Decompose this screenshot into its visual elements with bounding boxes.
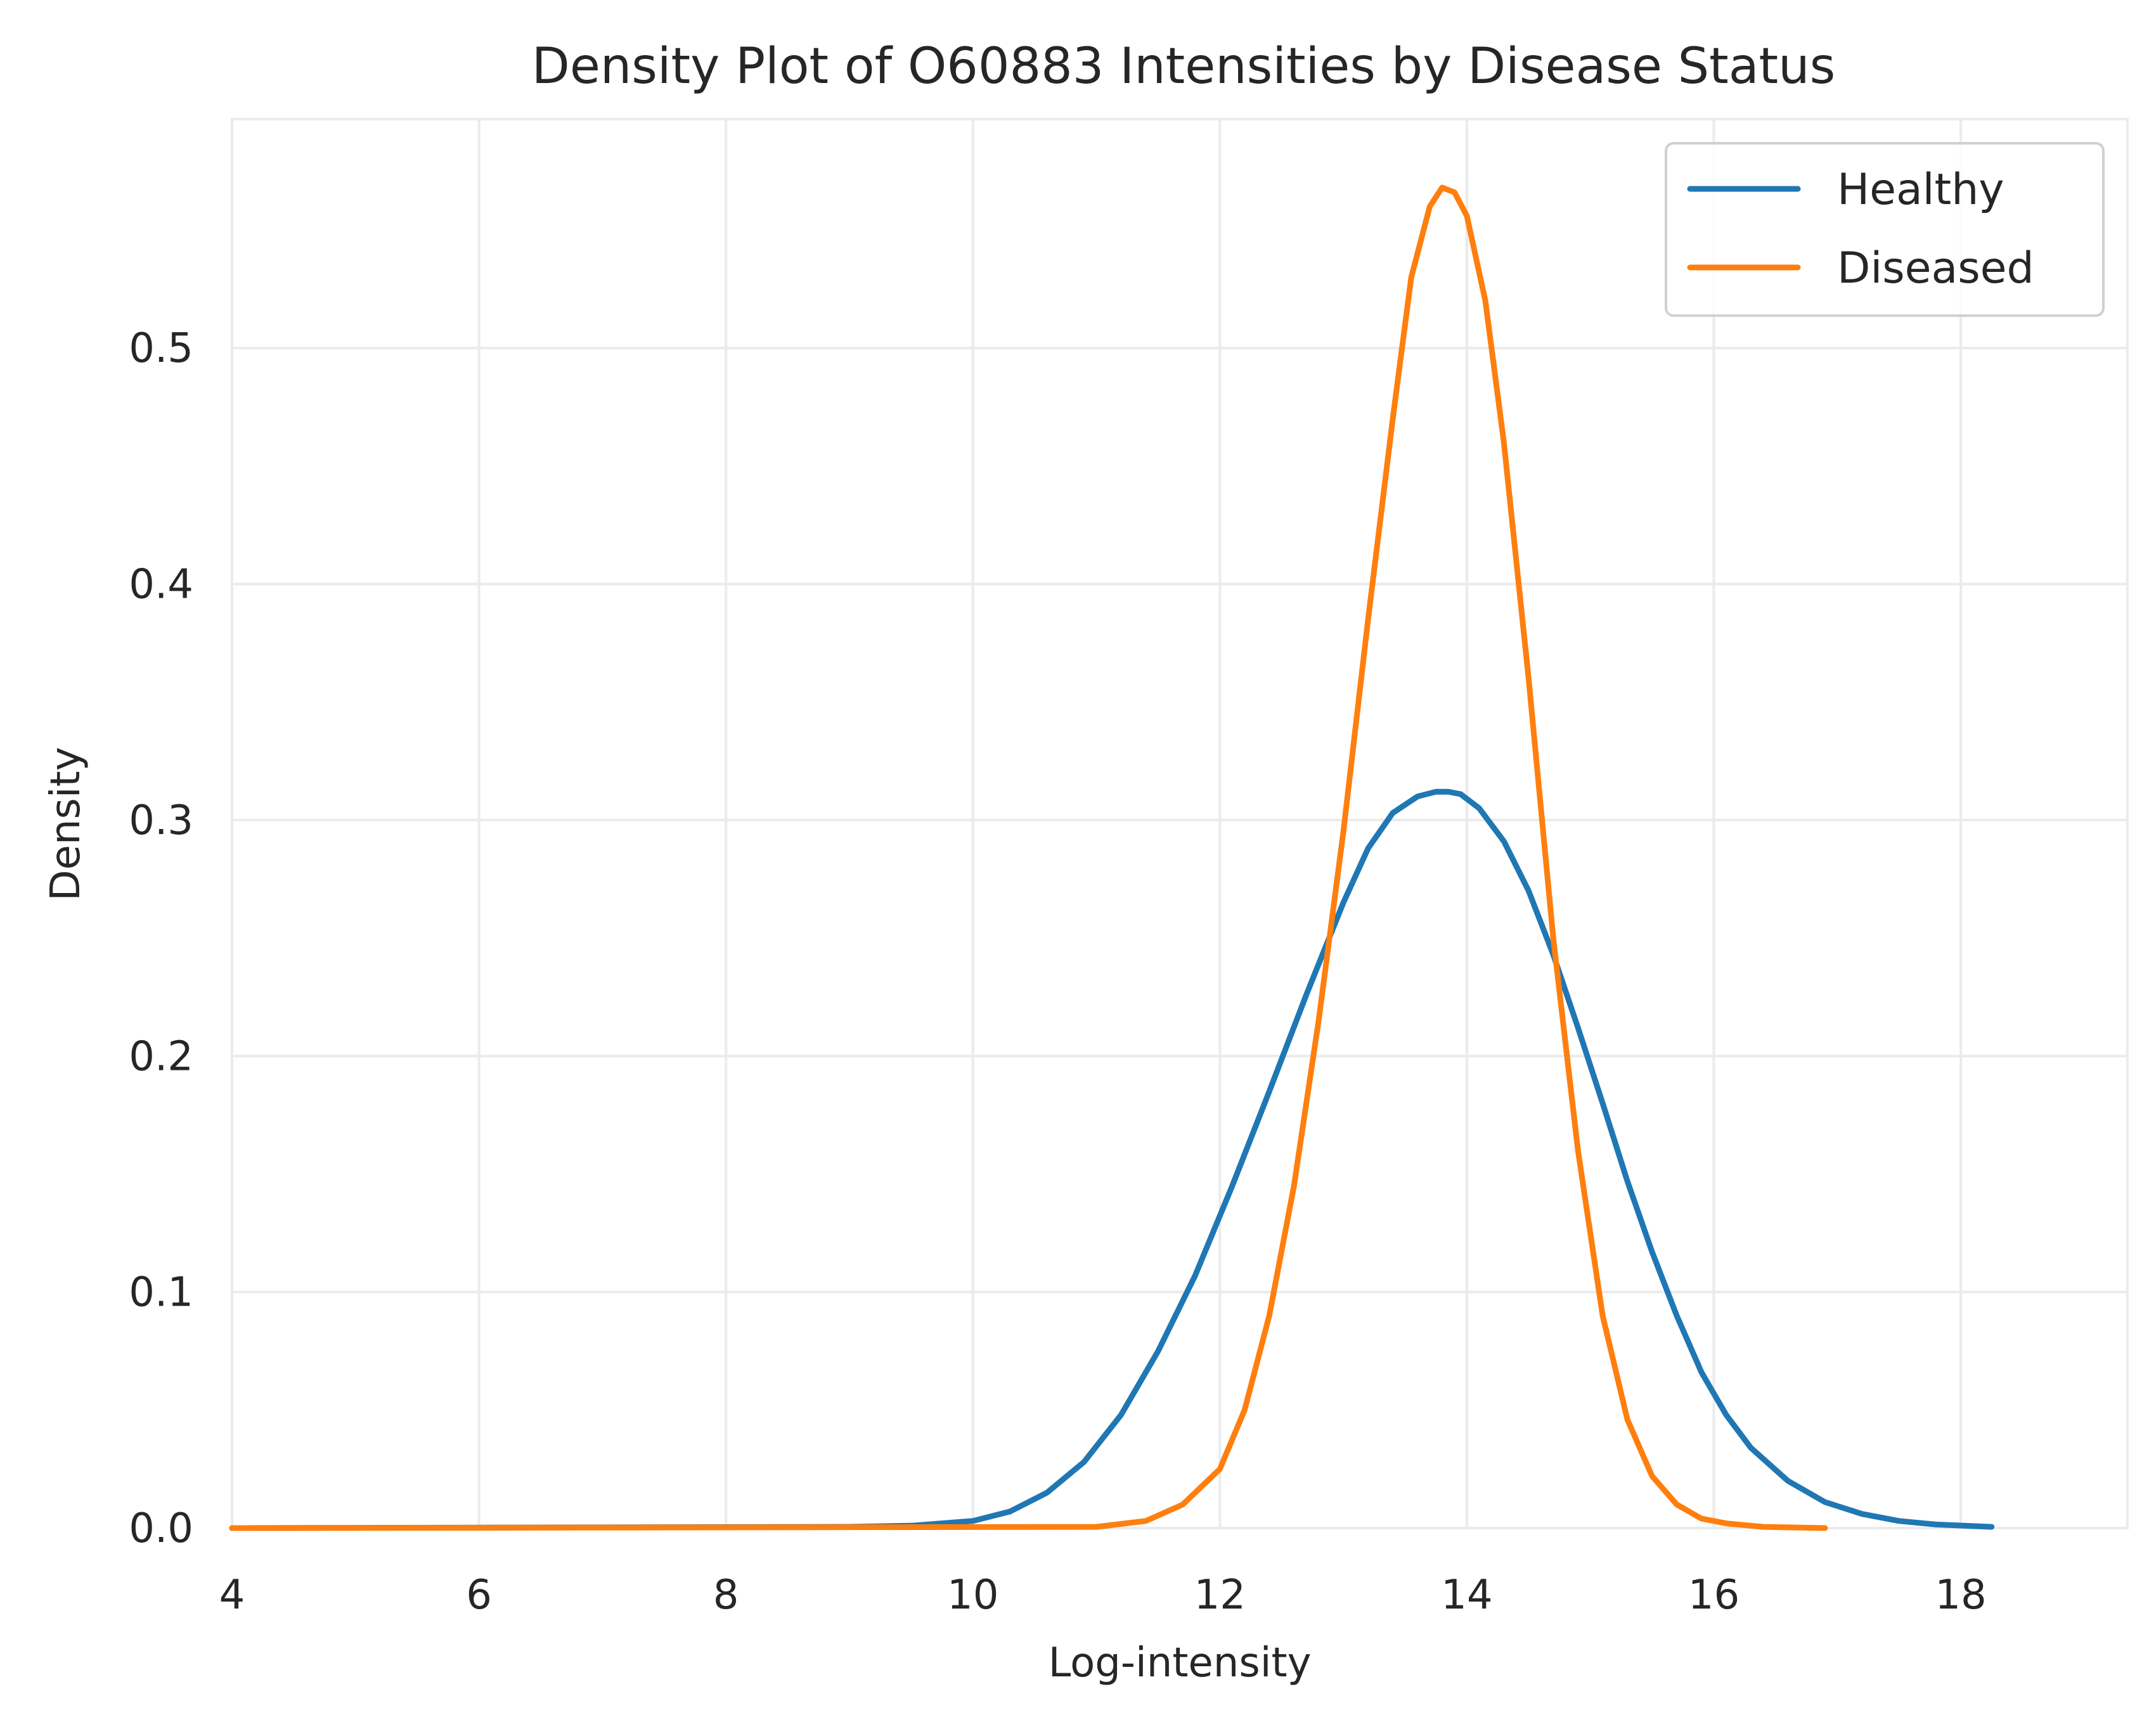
y-tick-label: 0.2: [129, 1033, 193, 1080]
x-tick-label: 8: [713, 1572, 739, 1619]
tick-labels: 4 6 8 10 12 14 16 18 0.0 0.1 0.2 0.3 0.4 0.5: [129, 325, 1987, 1619]
series-line-diseased: [229, 184, 1828, 1531]
y-tick-label: 0.5: [129, 325, 193, 372]
x-tick-label: 16: [1688, 1572, 1740, 1619]
series-lines: [229, 184, 1995, 1531]
x-tick-label: 4: [219, 1572, 245, 1619]
x-tick-label: 14: [1441, 1572, 1492, 1619]
y-tick-label: 0.3: [129, 797, 193, 844]
legend: Healthy Diseased: [1665, 142, 2105, 317]
x-tick-label: 18: [1935, 1572, 1986, 1619]
y-tick-label: 0.1: [129, 1269, 193, 1316]
x-tick-label: 6: [466, 1572, 492, 1619]
plot-frame: [231, 118, 2129, 1529]
x-tick-label: 10: [947, 1572, 998, 1619]
y-tick-label: 0.4: [129, 562, 193, 608]
x-axis-label: Log-intensity: [1049, 1640, 1312, 1687]
legend-label-healthy: Healthy: [1837, 165, 2004, 215]
y-axis-label: Density: [42, 747, 89, 901]
grid: [231, 119, 2127, 1529]
legend-label-diseased: Diseased: [1837, 243, 2034, 293]
series-line-healthy: [229, 788, 1995, 1531]
y-tick-label: 0.0: [129, 1505, 193, 1552]
x-tick-label: 12: [1194, 1572, 1246, 1619]
chart-title: Density Plot of O60883 Intensities by Di…: [532, 38, 1835, 95]
